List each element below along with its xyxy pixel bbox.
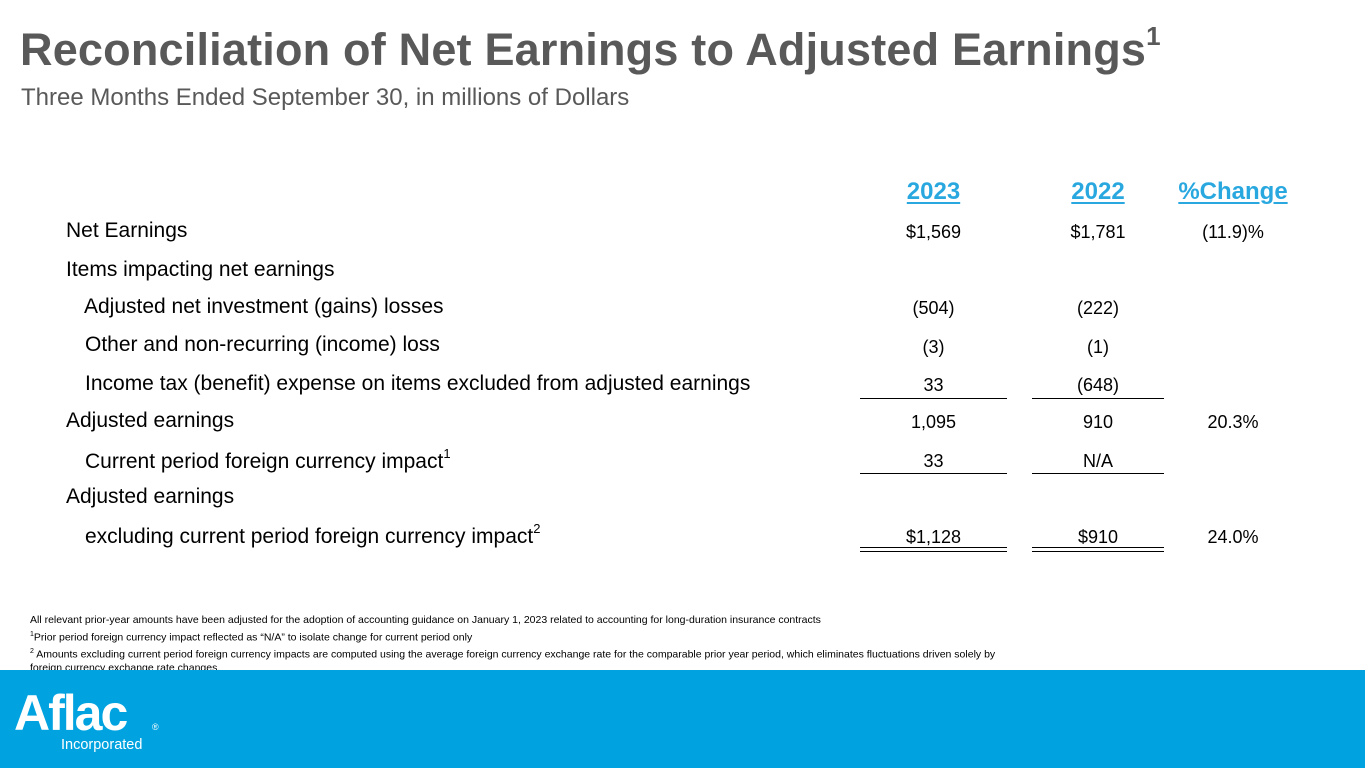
fx-rule-2023 — [860, 473, 1007, 474]
row-label-adjusted-ex-fx: excluding current period foreign currenc… — [85, 521, 541, 548]
cell-investment-gains-2022: (222) — [1076, 298, 1120, 318]
cell-investment-gains-2023: (504) — [912, 298, 955, 318]
row-label-other-nonrecurring: Other and non-recurring (income) loss — [85, 333, 440, 356]
page-title: Reconciliation of Net Earnings to Adjust… — [20, 21, 1161, 75]
column-header-2023: 2023 — [906, 178, 961, 205]
row-label-items-impacting: Items impacting net earnings — [66, 258, 335, 281]
column-header-2022: 2022 — [1071, 178, 1125, 205]
cell-adjusted-earnings-2022: 910 — [1082, 412, 1114, 432]
subtotal-rule-2022 — [1032, 398, 1164, 399]
cell-income-tax-2023: 33 — [923, 375, 944, 395]
row-label-fx-impact: Current period foreign currency impact1 — [85, 446, 451, 473]
cell-fx-impact-2022: N/A — [1082, 451, 1113, 471]
aflac-logo-wordmark: Aflac — [14, 685, 127, 741]
row-label-investment-gains: Adjusted net investment (gains) losses — [84, 295, 444, 318]
row-label-adjusted-earnings-2: Adjusted earnings — [66, 485, 235, 508]
cell-adjusted-ex-fx-2022: $910 — [1077, 527, 1119, 547]
row-label-income-tax: Income tax (benefit) expense on items ex… — [85, 372, 751, 395]
row-label-net-earnings: Net Earnings — [66, 219, 188, 242]
registered-mark: ® — [152, 722, 159, 732]
cell-other-nonrecurring-2022: (1) — [1087, 337, 1109, 357]
cell-net-earnings-change: (11.9)% — [1202, 222, 1264, 242]
row-label-adjusted-earnings: Adjusted earnings — [66, 409, 235, 432]
fx-rule-2022 — [1032, 473, 1164, 474]
cell-net-earnings-2023: $1,569 — [905, 222, 962, 242]
subtotal-rule-2023 — [860, 398, 1007, 399]
footnote-general: All relevant prior-year amounts have bee… — [30, 614, 821, 626]
title-footnote-mark: 1 — [1146, 21, 1161, 51]
footnotes: All relevant prior-year amounts have bee… — [30, 614, 1030, 676]
cell-fx-impact-2023: 33 — [923, 451, 944, 471]
footnote-1: 1Prior period foreign currency impact re… — [30, 630, 473, 644]
page-subtitle: Three Months Ended September 30, in mill… — [21, 84, 630, 111]
aflac-logo: Aflac ® — [14, 685, 159, 741]
total-double-rule-2023 — [860, 547, 1007, 552]
total-double-rule-2022 — [1032, 547, 1164, 552]
cell-adjusted-earnings-2023: 1,095 — [910, 412, 957, 432]
column-header-change: %Change — [1178, 178, 1288, 205]
cell-net-earnings-2022: $1,781 — [1070, 222, 1126, 242]
cell-adjusted-ex-fx-change: 24.0% — [1207, 527, 1259, 547]
cell-adjusted-ex-fx-2023: $1,128 — [905, 527, 962, 547]
logo-incorporated: Incorporated — [61, 737, 143, 753]
footer-band — [0, 670, 1365, 768]
cell-adjusted-earnings-change: 20.3% — [1207, 412, 1259, 432]
fx-impact-footnote-mark: 1 — [443, 446, 451, 461]
adjusted-ex-fx-footnote-mark: 2 — [533, 521, 541, 536]
cell-income-tax-2022: (648) — [1076, 375, 1120, 395]
cell-other-nonrecurring-2023: (3) — [922, 337, 945, 357]
